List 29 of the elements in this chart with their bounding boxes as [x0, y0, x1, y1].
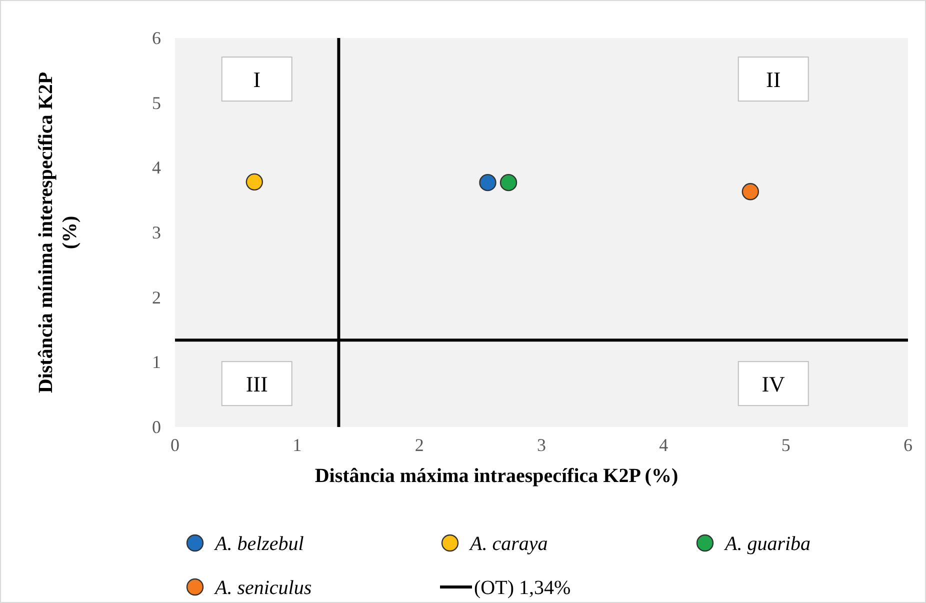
annotation: IV [762, 372, 786, 397]
annotation: III [246, 372, 268, 397]
x-tick-label: 1 [292, 435, 302, 455]
point [500, 174, 518, 192]
x-tick-label: 0 [170, 435, 180, 455]
y-tick-label: 2 [152, 287, 161, 308]
point [246, 173, 264, 191]
legend-label: A. guariba [723, 533, 811, 555]
y-tick-label: 0 [152, 417, 161, 437]
y-axis-title: Distância mínima interespecífica K2P (%) [35, 72, 81, 394]
annotation: I [253, 67, 261, 92]
y-tick-label: 4 [152, 158, 161, 178]
y-tick-label: 6 [152, 28, 161, 48]
legend-label: A. caraya [468, 533, 548, 555]
y-tick-label: 1 [152, 352, 161, 372]
x-axis-title: Distância máxima intraespecífica K2P (%) [314, 465, 678, 487]
point [742, 183, 760, 200]
x-tick-label: 3 [537, 435, 546, 455]
y-tick-label: 3 [152, 222, 161, 242]
x-tick-label: 2 [414, 435, 424, 455]
annotation: II [766, 67, 781, 92]
y-tick-label: 5 [152, 92, 161, 113]
x-tick-label: 6 [904, 435, 912, 455]
legend-label: (OT) 1,34% [474, 577, 571, 599]
x-tick-label: 5 [781, 435, 790, 455]
x-tick-label: 4 [659, 435, 668, 455]
legend-label: A. seniculus [213, 577, 312, 599]
legend-label: A. belzebul [213, 533, 304, 555]
point [479, 174, 496, 192]
